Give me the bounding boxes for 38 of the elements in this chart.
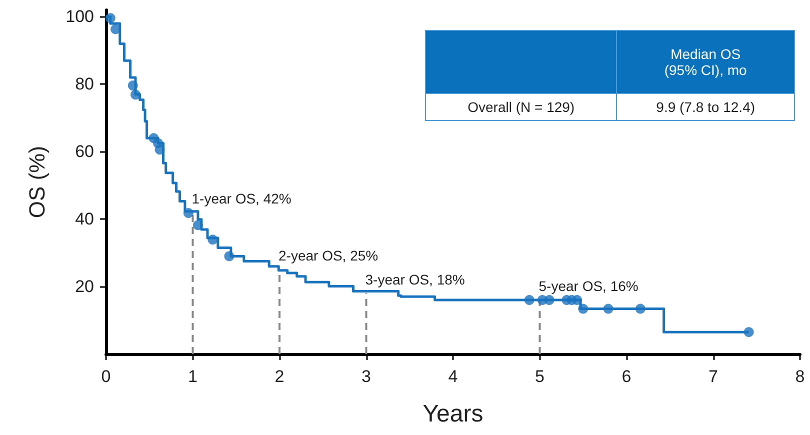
y-tick-label: 20 [75, 277, 94, 296]
table-header-cell: Median OS (95% CI), mo [616, 30, 794, 94]
x-tick-label: 5 [535, 367, 544, 386]
y-tick-label: 40 [75, 210, 94, 229]
point [578, 304, 588, 314]
point [224, 251, 234, 262]
point [603, 304, 614, 314]
point [635, 304, 646, 314]
point [544, 295, 554, 306]
annotation: 3-year OS, 18% [365, 271, 465, 288]
point [524, 295, 534, 306]
x-tick-label: 1 [188, 367, 198, 386]
point [208, 234, 218, 245]
point [105, 13, 116, 24]
annotation: 5-year OS, 16% [538, 278, 638, 294]
x-tick-label: 6 [622, 367, 632, 386]
annotation: 9.9 (7.8 to 12.4) [616, 94, 794, 120]
point [130, 90, 140, 100]
y-tick-label: 60 [75, 142, 94, 162]
point [154, 144, 165, 155]
y-tick-label: 80 [75, 74, 94, 94]
x-tick-label: 4 [448, 367, 458, 386]
point [192, 220, 203, 230]
x-tick-label: 2 [274, 367, 284, 386]
x-tick-label: 7 [708, 367, 718, 386]
annotation: Overall (N = 129) [426, 94, 617, 120]
annotation: 1-year OS, 42% [192, 190, 292, 206]
point [572, 295, 582, 306]
x-tick-label: 3 [362, 367, 371, 386]
y-axis-title: OS (%) [24, 146, 50, 218]
y-tick-label: 100 [66, 7, 94, 26]
point [128, 80, 138, 91]
point [744, 327, 754, 338]
x-axis-title: Years [422, 400, 484, 428]
point [183, 208, 194, 218]
x-tick-label: 0 [101, 367, 111, 386]
x-tick-label: 8 [795, 367, 805, 386]
annotation: 2-year OS, 25% [278, 248, 378, 264]
